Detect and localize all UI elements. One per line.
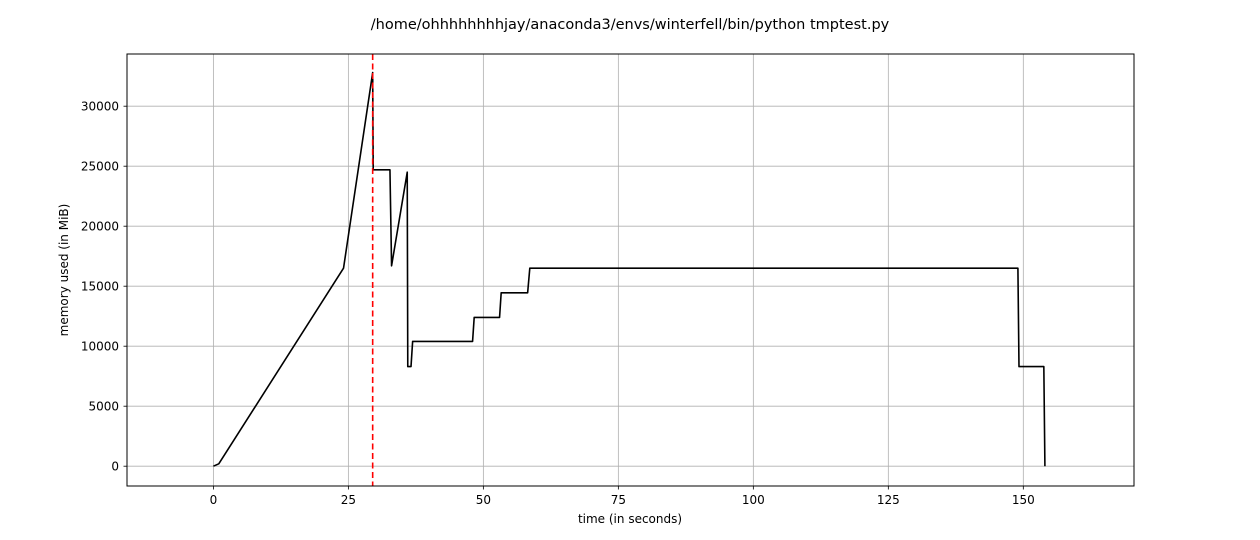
axis-ticks: 0 25 50 75 100 125 150 0 5000 10000 15000 20000 2500…	[81, 100, 1035, 508]
data-series	[213, 54, 1046, 486]
y-axis-label: memory used (in MiB)	[57, 204, 71, 337]
x-tick-label: 125	[877, 493, 900, 507]
y-tick-label: 30000	[81, 100, 119, 114]
y-tick-label: 20000	[81, 220, 119, 234]
x-tick-label: 100	[742, 493, 765, 507]
y-tick-label: 10000	[81, 340, 119, 354]
plot-frame	[126, 53, 1135, 487]
y-tick-label: 15000	[81, 280, 119, 294]
x-axis-label: time (in seconds)	[578, 512, 682, 526]
chart-title: /home/ohhhhhhhhjay/anaconda3/envs/winter…	[371, 17, 890, 33]
x-tick-label: 50	[476, 493, 491, 507]
y-tick-label: 5000	[88, 400, 119, 414]
grid-lines	[127, 54, 1134, 486]
x-tick-label: 0	[210, 493, 218, 507]
y-tick-label: 0	[111, 460, 119, 474]
x-tick-label: 75	[611, 493, 626, 507]
x-tick-label: 150	[1012, 493, 1035, 507]
x-tick-label: 25	[341, 493, 356, 507]
y-tick-label: 25000	[81, 160, 119, 174]
